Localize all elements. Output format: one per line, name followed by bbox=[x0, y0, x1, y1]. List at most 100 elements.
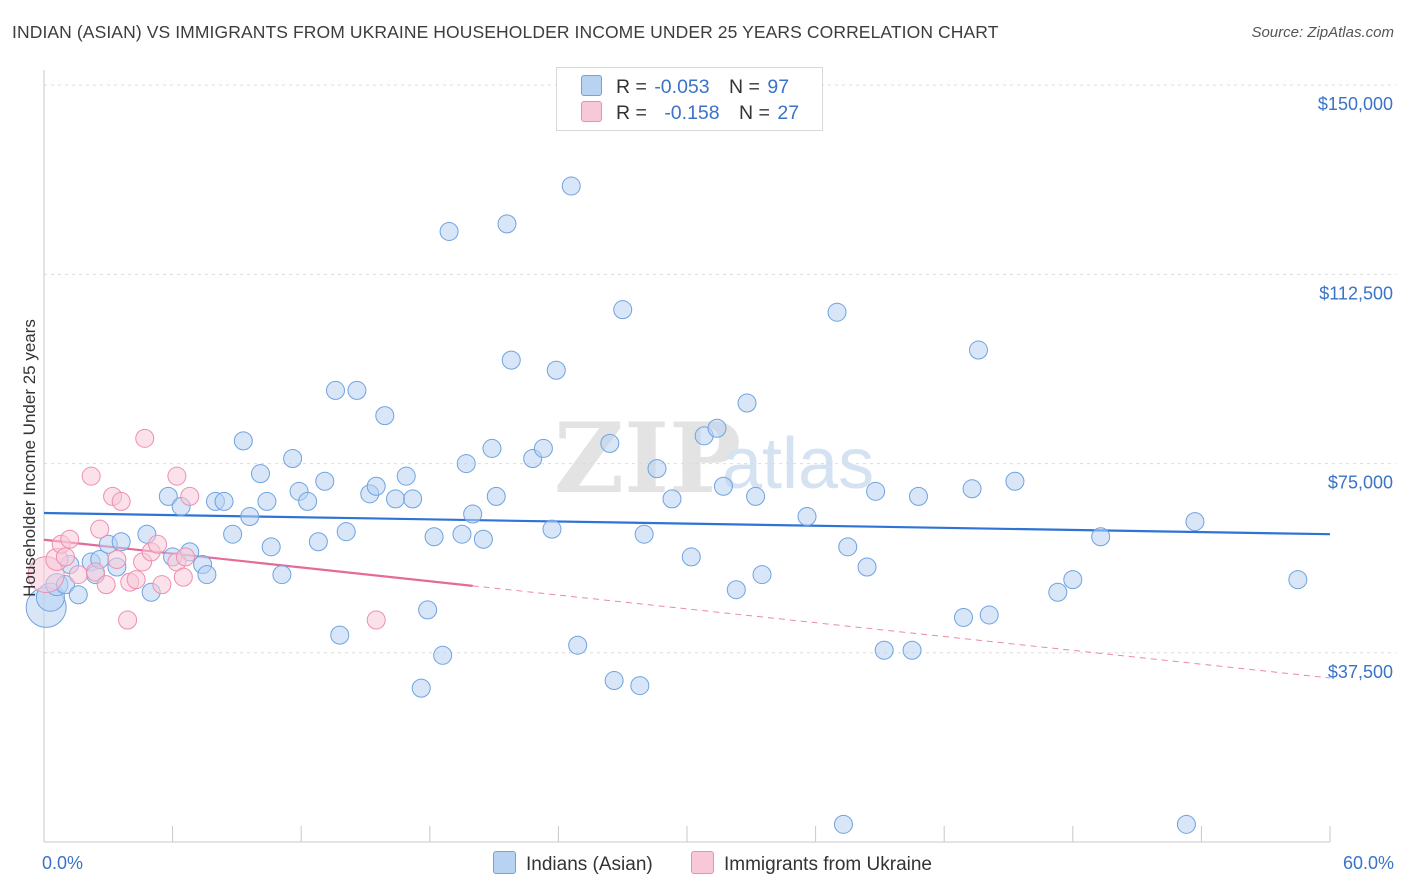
ukraine-point bbox=[135, 428, 155, 448]
ukraine-point bbox=[68, 565, 88, 585]
indians-point bbox=[647, 459, 667, 479]
y-tick-label: $37,500 bbox=[1328, 662, 1393, 682]
ukraine-point bbox=[152, 575, 172, 595]
indians-point bbox=[953, 607, 973, 627]
indians-point bbox=[272, 565, 292, 585]
indians-point bbox=[713, 476, 733, 496]
indians-point bbox=[501, 350, 521, 370]
ukraine-point bbox=[167, 466, 187, 486]
indians-point bbox=[68, 585, 88, 605]
indians-point bbox=[568, 635, 588, 655]
indians-point bbox=[158, 486, 178, 506]
indians-point bbox=[315, 471, 335, 491]
indians-point bbox=[111, 532, 131, 552]
indians-point bbox=[857, 557, 877, 577]
indians-point bbox=[1288, 570, 1308, 590]
ukraine-point bbox=[55, 547, 75, 567]
indians-point bbox=[240, 507, 260, 527]
indians-point bbox=[630, 676, 650, 696]
y-tick-label: $75,000 bbox=[1328, 473, 1393, 493]
indians-point bbox=[1185, 512, 1205, 532]
gridlines bbox=[44, 84, 1396, 654]
axes bbox=[43, 70, 1331, 843]
bottom-legend-label-ukraine: Immigrants from Ukraine bbox=[724, 854, 932, 875]
indians-point bbox=[902, 640, 922, 660]
indians-point bbox=[257, 491, 277, 511]
indians-point bbox=[866, 481, 886, 501]
indians-point bbox=[497, 214, 517, 234]
indians-point bbox=[561, 176, 581, 196]
indians-point bbox=[336, 522, 356, 542]
ukraine-point bbox=[81, 466, 101, 486]
ukraine-point bbox=[366, 610, 386, 630]
y-tick-label: $150,000 bbox=[1318, 94, 1393, 114]
indians-point bbox=[533, 438, 553, 458]
ukraine-point bbox=[148, 534, 168, 554]
indians-point bbox=[375, 406, 395, 426]
indians-point bbox=[600, 433, 620, 453]
watermark-zip: ZIP bbox=[554, 402, 741, 515]
indians-point bbox=[681, 547, 701, 567]
indians-point bbox=[197, 565, 217, 585]
ukraine-point bbox=[173, 567, 193, 587]
data-points bbox=[25, 176, 1308, 834]
indians-point bbox=[797, 507, 817, 527]
y-tick-labels: $37,500 $75,000 $112,500 $150,000 bbox=[1318, 94, 1393, 682]
bottom-legend-indians: Indians (Asian) bbox=[493, 851, 653, 877]
indians-point bbox=[396, 466, 416, 486]
legend-r-value: -0.158 bbox=[664, 102, 720, 124]
indians-point bbox=[233, 431, 253, 451]
indians-point bbox=[1091, 527, 1111, 547]
indians-point bbox=[424, 527, 444, 547]
indians-point bbox=[874, 640, 894, 660]
indians-point bbox=[403, 489, 423, 509]
legend-n-label: N = bbox=[739, 102, 770, 124]
ukraine-point bbox=[60, 529, 80, 549]
indians-point bbox=[662, 489, 682, 509]
indians-point bbox=[1063, 570, 1083, 590]
legend-row-ukraine: R = -0.158 N = 27 bbox=[581, 101, 799, 127]
indians-point bbox=[827, 302, 847, 322]
bottom-legend-label-indians: Indians (Asian) bbox=[526, 854, 653, 875]
ukraine-point bbox=[96, 575, 116, 595]
indians-point bbox=[298, 491, 318, 511]
indians-point bbox=[325, 380, 345, 400]
indians-point bbox=[546, 360, 566, 380]
indians-point bbox=[283, 449, 303, 469]
indians-point bbox=[737, 393, 757, 413]
x-axis-min-label: 0.0% bbox=[42, 853, 84, 873]
indians-point bbox=[634, 524, 654, 544]
indians-point bbox=[452, 524, 472, 544]
indians-point bbox=[908, 486, 928, 506]
indians-point bbox=[261, 537, 281, 557]
indians-point bbox=[542, 519, 562, 539]
indians-point bbox=[223, 524, 243, 544]
indians-point bbox=[482, 438, 502, 458]
ukraine-point bbox=[90, 519, 110, 539]
chart-title: INDIAN (ASIAN) VS IMMIGRANTS FROM UKRAIN… bbox=[12, 22, 999, 42]
indians-point bbox=[473, 529, 493, 549]
legend-r-value: -0.053 bbox=[654, 76, 710, 98]
y-axis-label: Householder Income Under 25 years bbox=[20, 319, 39, 597]
indians-point bbox=[1005, 471, 1025, 491]
chart-source: Source: ZipAtlas.com bbox=[1251, 24, 1394, 41]
legend-r-label: R = bbox=[616, 102, 647, 124]
bottom-legend-swatch-ukraine bbox=[691, 851, 714, 874]
legend-n-value: 27 bbox=[777, 102, 800, 124]
x-axis-max-label: 60.0% bbox=[1342, 853, 1394, 873]
indians-point bbox=[250, 464, 270, 484]
watermark-atlas: atlas bbox=[722, 424, 874, 504]
ukraine-point bbox=[118, 610, 138, 630]
legend-r-label: R = bbox=[616, 76, 647, 98]
ukraine-point bbox=[85, 562, 105, 582]
bottom-legend-ukraine: Immigrants from Ukraine bbox=[691, 851, 932, 877]
legend-row-indians: R = -0.053 N = 97 bbox=[581, 75, 789, 101]
indians-point bbox=[486, 486, 506, 506]
indians-point bbox=[962, 479, 982, 499]
indians-point bbox=[214, 491, 234, 511]
indians-point bbox=[838, 537, 858, 557]
ukraine-trend-line-extension bbox=[472, 585, 1331, 679]
indians-point bbox=[347, 380, 367, 400]
indians-point bbox=[418, 600, 438, 620]
